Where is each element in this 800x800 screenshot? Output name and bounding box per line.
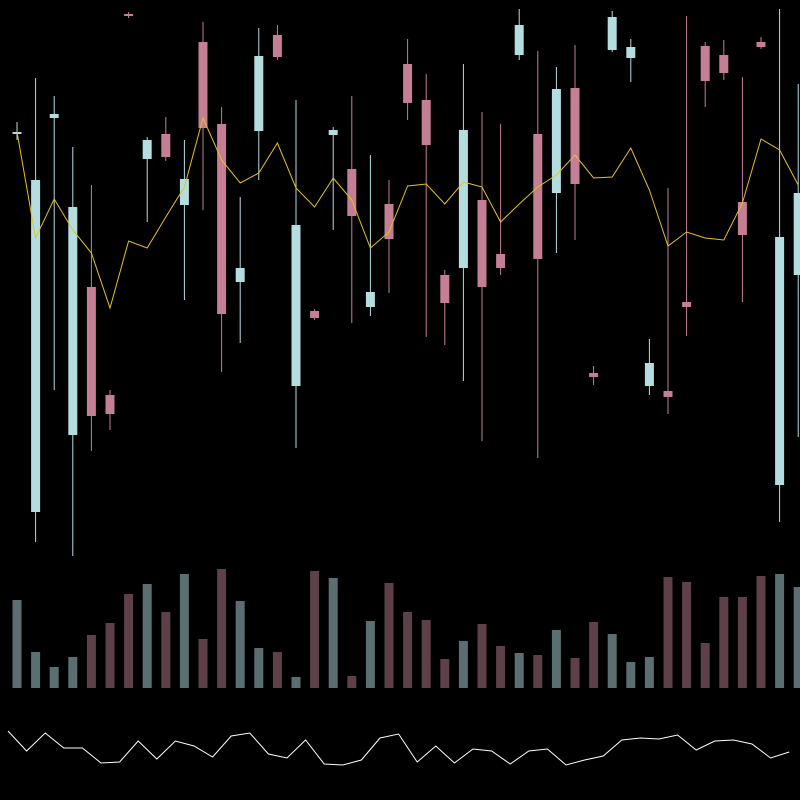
candle-body [533, 134, 543, 259]
moving-average-line [16, 116, 799, 310]
candle-body [291, 225, 301, 386]
candle-body [347, 169, 357, 216]
volume-bar [458, 641, 468, 688]
candle-body [793, 193, 800, 275]
volume-bar [384, 583, 394, 688]
candle-body [700, 46, 710, 81]
volume-bar [421, 620, 431, 688]
candle-body [310, 311, 320, 318]
candle-body [217, 124, 227, 314]
candle-body [68, 207, 78, 435]
candle-body [719, 55, 729, 73]
volume-bar [403, 612, 413, 688]
candle-body [198, 42, 208, 128]
candle-body [607, 17, 617, 50]
volume-bar [607, 634, 617, 688]
volume-bar [570, 658, 580, 688]
candle-body [626, 47, 636, 58]
volume-bar [663, 577, 673, 688]
volume-bar [291, 677, 301, 688]
volume-bar [198, 639, 208, 688]
volume-bar [514, 653, 524, 688]
volume-bar [533, 655, 543, 688]
volume-bar [347, 676, 357, 688]
candle-body [663, 391, 673, 397]
candle-body [589, 373, 599, 377]
candle-body [477, 200, 487, 287]
candle-body [328, 130, 338, 135]
volume-bar [49, 667, 59, 688]
candle-body [86, 287, 96, 416]
candle-body [756, 42, 766, 47]
volume-bar [272, 652, 282, 688]
volume-bar [682, 582, 692, 688]
volume-bar [217, 569, 227, 688]
volume-bar [551, 630, 561, 688]
candle-body [105, 395, 115, 414]
volume-bar [719, 597, 729, 688]
candle-body [124, 14, 134, 16]
volume-bar [179, 574, 189, 688]
volume-bar [161, 612, 171, 688]
volume-bar [12, 600, 22, 688]
indicator-line [7, 730, 790, 766]
volume-bar [644, 657, 654, 688]
candle-body [403, 64, 413, 103]
volume-bar [496, 646, 506, 688]
candle-body [421, 100, 431, 145]
volume-bar [477, 624, 487, 688]
candle-body [142, 140, 152, 159]
candle-body [737, 202, 747, 235]
candle-body [254, 56, 264, 131]
volume-bar [254, 648, 264, 688]
volume-bar [105, 623, 115, 688]
candle-body [775, 237, 785, 485]
candle-body [272, 35, 282, 57]
candle-body [682, 302, 692, 307]
volume-bar [68, 657, 78, 688]
candle-body [514, 25, 524, 55]
candle-body [365, 292, 375, 307]
volume-bar [775, 574, 785, 688]
candle-body [235, 268, 245, 282]
volume-bar [235, 601, 245, 688]
volume-bar [700, 643, 710, 688]
volume-bar [310, 571, 320, 688]
volume-bar [626, 662, 636, 688]
volume-bar [793, 587, 800, 688]
volume-bar [737, 597, 747, 688]
volume-bar [440, 659, 450, 688]
volume-bar [365, 621, 375, 688]
volume-bar [142, 584, 152, 688]
candle-body [440, 275, 450, 303]
volume-bar [589, 622, 599, 688]
candle-body [179, 179, 189, 205]
candle-body [458, 130, 468, 268]
candle-body [384, 204, 394, 239]
candle-body [551, 89, 561, 193]
candle-body [161, 134, 171, 157]
volume-bar [328, 578, 338, 688]
candle-body [644, 363, 654, 386]
candle-body [31, 180, 41, 512]
volume-bar [86, 635, 96, 688]
candle-body [570, 88, 580, 184]
volume-bar [756, 576, 766, 688]
volume-bar [124, 594, 134, 688]
volume-bar [31, 652, 41, 688]
candle-body [49, 114, 59, 118]
candle-body [496, 254, 506, 268]
